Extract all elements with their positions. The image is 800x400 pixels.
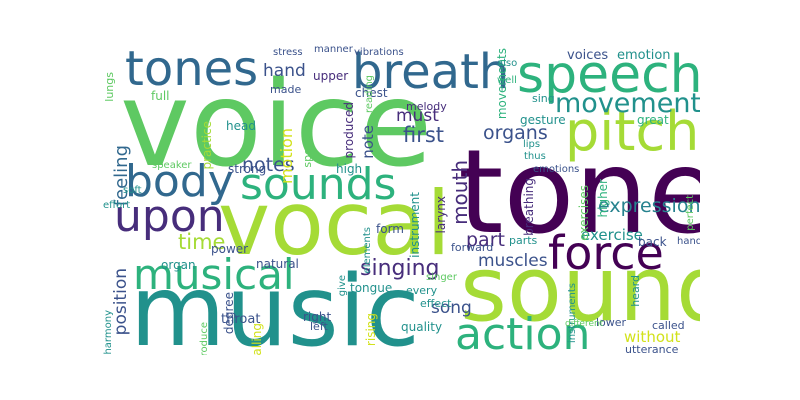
word-soft: soft <box>123 185 142 196</box>
word-tones: tones <box>125 45 259 97</box>
word-muscles: muscles <box>478 251 548 271</box>
word-action: action <box>455 309 591 356</box>
word-instrument: instrument <box>408 192 422 258</box>
word-rising: rising <box>364 313 378 347</box>
word-motion: motion <box>277 128 296 185</box>
word-exercise: exercise <box>581 226 643 244</box>
word-lungs: lungs <box>103 72 116 102</box>
word-form: form <box>376 222 404 236</box>
word-speaker: speaker <box>152 160 192 171</box>
word-exercises: exercises <box>577 185 591 241</box>
word-song: song <box>431 298 472 318</box>
word-without: without <box>624 328 681 346</box>
word-emotion: emotion <box>617 48 671 63</box>
word-feeling: feeling <box>111 145 132 207</box>
word-parts: parts <box>509 234 538 247</box>
word-practice: practice <box>200 121 214 170</box>
word-forward: forward <box>451 241 494 254</box>
word-back: back <box>638 235 667 249</box>
word-higher: higher <box>596 179 610 218</box>
word-cloud: voice music tone sound vocal speech brea… <box>100 45 700 355</box>
word-give: give <box>337 275 348 297</box>
word-called: called <box>652 319 685 332</box>
word-high: high <box>336 162 363 176</box>
word-power: power <box>211 242 249 256</box>
word-different: different <box>565 319 604 329</box>
word-singer: singer <box>426 272 457 283</box>
word-chest: chest <box>355 86 388 100</box>
word-made: made <box>270 83 302 96</box>
word-manner: manner <box>314 45 353 55</box>
word-full: full <box>151 89 170 103</box>
word-vocal: vocal <box>218 172 451 275</box>
word-vibrations: vibrations <box>354 47 404 58</box>
word-pitch: pitch <box>565 100 700 163</box>
word-left: left <box>310 320 328 333</box>
word-falling: falling <box>250 323 264 355</box>
word-produce: produce <box>199 322 210 355</box>
word-heard: heard <box>629 275 642 307</box>
word-stress: stress <box>273 47 303 58</box>
word-strong: strong <box>228 162 267 176</box>
word-music: music <box>130 255 420 355</box>
word-sounds: sounds <box>240 159 397 210</box>
word-organs: organs <box>483 122 548 144</box>
word-degree: degree <box>222 292 236 335</box>
word-head: head <box>226 119 256 133</box>
word-throat: throat <box>221 312 261 327</box>
word-speak: speak <box>301 135 314 168</box>
word-sing: sing <box>532 92 555 105</box>
word-upper: upper <box>313 69 349 83</box>
word-elements: elements <box>362 227 373 274</box>
word-lips: lips <box>523 139 541 150</box>
word-musical: musical <box>133 250 295 299</box>
word-effort: effort <box>103 200 131 211</box>
word-first: first <box>403 123 445 147</box>
word-melody: melody <box>406 100 447 113</box>
word-mouth: mouth <box>448 160 472 225</box>
word-tone: tone <box>458 125 700 260</box>
word-gesture: gesture <box>520 113 566 127</box>
word-must: must <box>396 106 439 126</box>
word-movement: movement <box>555 88 700 119</box>
word-lower: lower <box>596 316 627 329</box>
word-note: note <box>359 125 377 159</box>
word-reading: reading <box>364 75 375 113</box>
word-emotions: emotions <box>533 164 580 175</box>
word-voices: voices <box>567 48 609 63</box>
word-well: well <box>497 75 517 86</box>
word-right: right <box>303 310 332 324</box>
word-singing: singing <box>360 256 440 281</box>
word-harmony: harmony <box>103 310 114 355</box>
word-larynx: larynx <box>434 196 448 234</box>
word-thus: thus <box>524 151 546 162</box>
word-notes: notes <box>242 154 295 176</box>
word-hand: hand <box>263 61 306 81</box>
word-body: body <box>125 156 234 207</box>
word-organ: organ <box>161 258 196 272</box>
word-part: part <box>466 229 505 251</box>
word-position: position <box>111 268 131 336</box>
word-utterance: utterance <box>625 343 679 355</box>
word-upon: upon <box>114 191 225 242</box>
word-perfect: perfect <box>685 195 696 231</box>
word-great: great <box>637 113 669 127</box>
word-natural: natural <box>256 257 299 271</box>
word-tongue: tongue <box>350 281 393 295</box>
word-effect: effect <box>420 297 452 310</box>
word-produced: produced <box>342 102 356 159</box>
word-quality: quality <box>401 320 443 334</box>
word-breathing: breathing <box>522 178 536 236</box>
word-breath: breath <box>352 45 510 100</box>
word-speech: speech <box>517 45 700 105</box>
word-sound: sound <box>460 237 700 342</box>
word-expression: expression <box>598 195 700 217</box>
word-also: also <box>497 58 518 69</box>
word-instruments: instruments <box>567 283 578 344</box>
word-time: time <box>178 230 226 254</box>
word-every: every <box>406 284 438 297</box>
word-hands: hands <box>677 236 700 247</box>
word-force: force <box>548 226 664 280</box>
word-voice: voice <box>120 55 433 193</box>
